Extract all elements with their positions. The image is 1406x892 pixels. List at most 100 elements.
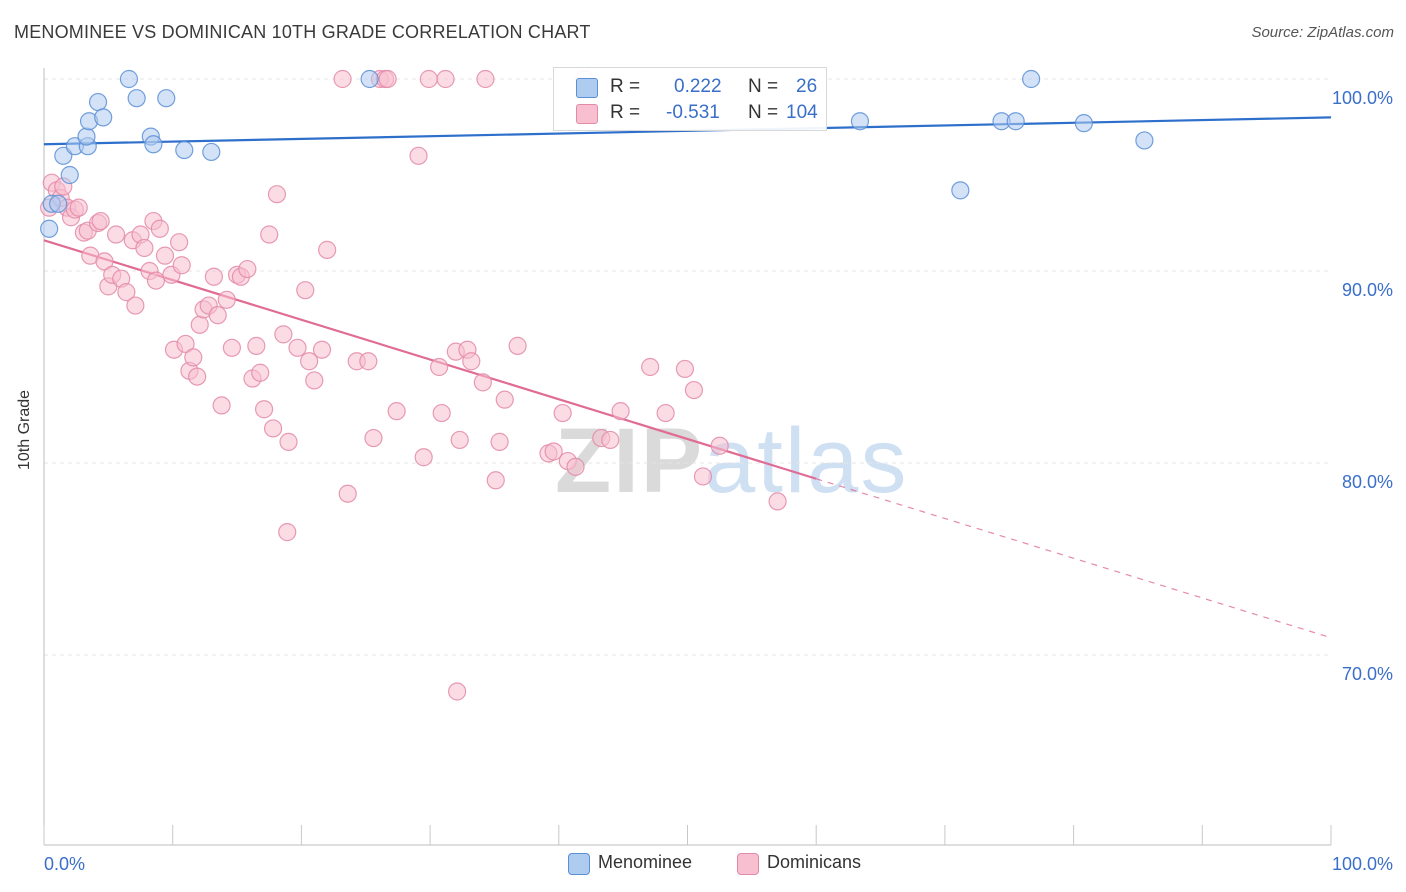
dominicans-point	[508, 336, 527, 355]
dominicans-point	[359, 352, 378, 371]
dominicans-point	[263, 419, 283, 438]
dominicans-point	[378, 69, 397, 89]
dominicans-point	[117, 283, 136, 302]
menominee-point	[40, 219, 59, 238]
dominicans-point	[208, 306, 227, 325]
legend-n-label: N =	[748, 76, 779, 97]
x-tick-label: 0.0%	[44, 854, 85, 874]
dominicans-point	[274, 325, 293, 344]
dominicans-point	[126, 296, 145, 315]
dominicans-point	[318, 240, 337, 259]
dominicans-point	[251, 363, 270, 382]
dominicans-point	[656, 403, 675, 423]
chart-title: MENOMINEE VS DOMINICAN 10TH GRADE CORREL…	[14, 22, 591, 42]
dominicans-point	[222, 338, 242, 357]
dominicans-point	[288, 338, 307, 357]
dominicans-point	[768, 492, 787, 511]
menominee-point	[88, 92, 108, 112]
menominee-point	[49, 194, 68, 213]
menominee-point	[60, 165, 79, 185]
menominee-point	[127, 89, 146, 108]
legend-r-label: R =	[610, 76, 641, 97]
menominee-point	[202, 142, 221, 162]
dominicans-point	[135, 238, 154, 258]
dominicans-point	[553, 403, 572, 423]
menominee-swatch	[576, 78, 598, 98]
dominicans-point	[300, 352, 319, 371]
dominicans-point	[641, 357, 660, 377]
dominicans-point	[544, 442, 563, 461]
dominicans-point	[254, 400, 274, 419]
legend-n-value-dominicans: 104	[786, 102, 818, 123]
dominicans-point	[601, 430, 620, 450]
axes	[43, 68, 1332, 846]
dominicans-legend-swatch	[737, 853, 759, 875]
dominicans-point	[95, 252, 114, 271]
dominicans-point	[312, 340, 332, 359]
menominee-point	[1074, 114, 1093, 133]
dominicans-point	[212, 396, 231, 415]
dominicans-point	[278, 523, 297, 542]
dominicans-point	[387, 402, 406, 421]
dominicans-point	[146, 271, 166, 290]
y-tick-label: 90.0%	[1342, 280, 1393, 300]
dominicans-point	[91, 211, 110, 231]
dominicans-point	[693, 467, 713, 486]
dominicans-point	[436, 69, 455, 89]
y-tick-label: 100.0%	[1332, 88, 1393, 108]
dominicans-point	[172, 256, 191, 275]
data-points	[40, 69, 1154, 701]
dominicans-point	[150, 219, 169, 238]
dominicans-point	[495, 390, 514, 409]
menominee-point	[951, 181, 970, 200]
dominicans-point	[490, 432, 509, 451]
menominee-point	[1006, 112, 1025, 131]
y-tick-label: 80.0%	[1342, 472, 1393, 492]
dominicans-legend-label: Dominicans	[767, 852, 862, 872]
y-tick-label: 70.0%	[1342, 664, 1393, 684]
menominee-point	[119, 69, 139, 89]
legend-r-value-dominicans: -0.531	[666, 102, 720, 123]
dominicans-point	[333, 69, 352, 89]
dominicans-point	[170, 233, 189, 252]
tick-labels: 70.0% 80.0% 90.0% 100.0% 0.0% 100.0%	[44, 88, 1393, 874]
dominicans-point	[611, 402, 630, 421]
dominicans-point	[476, 69, 495, 89]
menominee-point	[77, 127, 96, 146]
dominicans-point	[414, 448, 433, 467]
dominicans-point	[450, 430, 469, 450]
dominicans-point	[238, 259, 257, 279]
dominicans-point	[190, 315, 209, 334]
dominicans-point	[419, 69, 438, 89]
dominicans-point	[155, 246, 175, 265]
menominee-point	[360, 69, 379, 89]
legend-n-value-menominee: 26	[796, 76, 818, 97]
dominicans-point	[176, 334, 195, 354]
dominicans-point	[247, 336, 266, 355]
dominicans-point	[409, 146, 428, 165]
legend-r-value-menominee: 0.222	[674, 76, 722, 97]
source-label: Source: ZipAtlas.com	[1251, 24, 1394, 41]
dominicans-point	[279, 432, 298, 451]
dominicans-point	[710, 436, 729, 455]
dominicans-point	[305, 371, 324, 390]
dominicans-point	[267, 185, 287, 204]
dominicans-point	[364, 428, 383, 448]
menominee-point	[1135, 131, 1154, 150]
dominicans-point	[675, 359, 695, 379]
x-tick-label: 100.0%	[1332, 854, 1393, 874]
dominicans-trend-extension	[816, 478, 1332, 639]
dominicans-point	[188, 367, 207, 386]
menominee-point	[175, 140, 194, 160]
legend-n-label: N =	[748, 102, 779, 123]
menominee-legend-swatch	[568, 853, 590, 875]
dominicans-point	[260, 225, 279, 244]
dominicans-point	[448, 682, 467, 701]
menominee-point	[850, 112, 870, 131]
dominicans-point	[296, 281, 315, 300]
menominee-point	[94, 108, 113, 127]
dominicans-point	[217, 290, 236, 309]
dominicans-swatch	[576, 104, 598, 124]
dominicans-point	[566, 457, 585, 476]
stats-legend: R = 0.222 N = 26 R = -0.531 N = 104	[553, 67, 827, 131]
